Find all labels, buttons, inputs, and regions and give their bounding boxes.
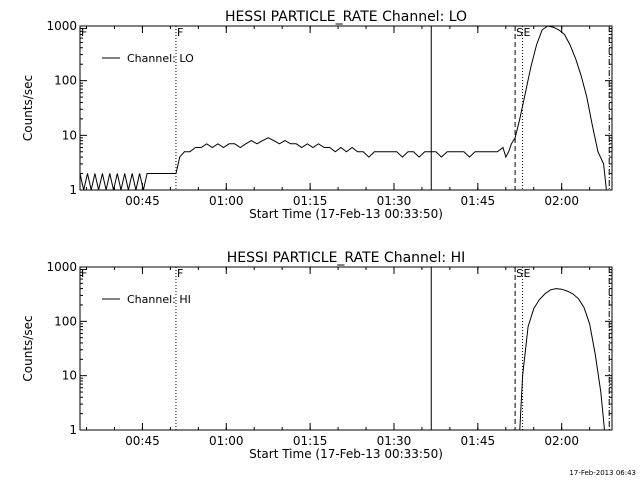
y-axis-label: Counts/sec — [21, 315, 35, 381]
x-tick-label: 02:00 — [544, 434, 579, 448]
event-marker-label: F — [177, 26, 183, 39]
event-marker-label: S — [516, 26, 523, 39]
event-marker-label: E — [524, 267, 531, 280]
legend-label: Channel: HI — [127, 293, 191, 306]
event-marker-label: F — [81, 26, 87, 39]
x-tick-label: 00:45 — [125, 434, 160, 448]
x-tick-label: 01:00 — [209, 194, 244, 208]
footer-timestamp: 17-Feb-2013 06:43 — [569, 469, 636, 477]
x-tick-label: 02:00 — [544, 194, 579, 208]
event-marker-label: E — [524, 26, 531, 39]
x-tick-label: 00:45 — [125, 194, 160, 208]
y-axis-label: Counts/sec — [21, 75, 35, 141]
y-tick-label: 100 — [54, 314, 77, 328]
event-marker-label: F — [177, 267, 183, 280]
x-axis-label: Start Time (17-Feb-13 00:33:50) — [249, 207, 443, 221]
event-marker-label: S — [516, 267, 523, 280]
plot-frame — [79, 25, 613, 191]
y-tick-label: 1000 — [46, 19, 77, 33]
y-tick-label: 1000 — [46, 260, 77, 274]
x-tick-label: 01:00 — [209, 434, 244, 448]
x-tick-label: 01:15 — [293, 434, 328, 448]
y-tick-label: 1 — [69, 423, 77, 437]
y-tick-label: 1 — [69, 183, 77, 197]
x-tick-label: 01:30 — [377, 194, 412, 208]
series-line — [79, 25, 607, 191]
series-line — [519, 288, 605, 431]
legend-label: Channel: LO — [127, 52, 194, 65]
chart-title: HESSI PARTICLE_RATE Channel: LO — [225, 9, 467, 25]
plot-frame — [79, 266, 613, 431]
y-tick-label: 100 — [54, 74, 77, 88]
x-tick-label: 01:45 — [461, 434, 496, 448]
y-tick-label: 10 — [62, 128, 77, 142]
y-tick-label: 10 — [62, 369, 77, 383]
event-marker-label: F — [81, 267, 87, 280]
x-tick-label: 01:30 — [377, 434, 412, 448]
chart-title: HESSI PARTICLE_RATE Channel: HI — [227, 250, 465, 266]
x-axis-label: Start Time (17-Feb-13 00:33:50) — [249, 447, 443, 461]
x-tick-label: 01:45 — [461, 194, 496, 208]
x-tick-label: 01:15 — [293, 194, 328, 208]
